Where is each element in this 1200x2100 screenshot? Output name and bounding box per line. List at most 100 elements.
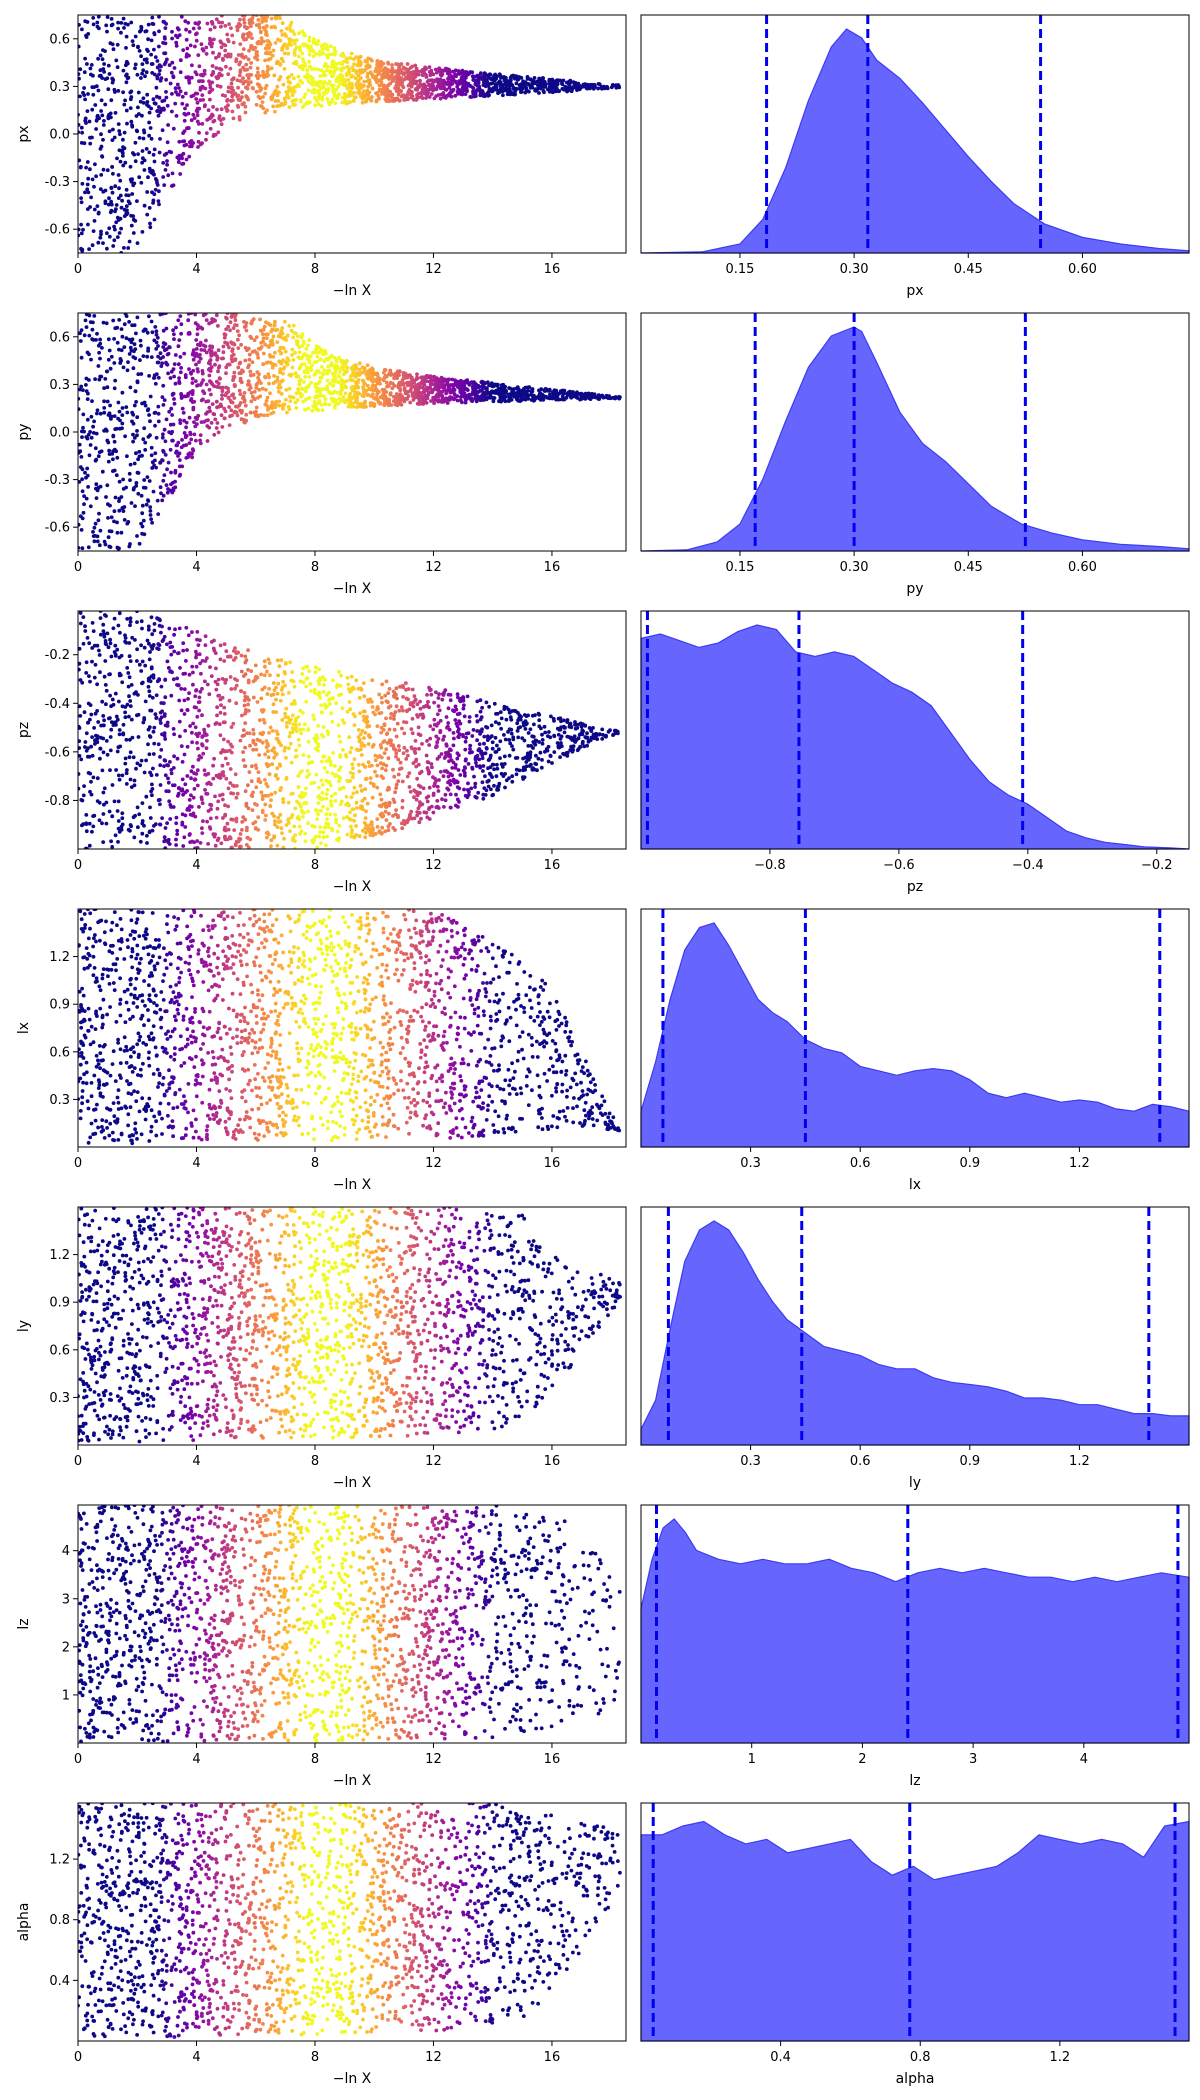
sample-point: [396, 62, 400, 67]
sample-point: [351, 57, 356, 61]
sample-point: [196, 757, 201, 762]
sample-point: [527, 385, 532, 390]
sample-point: [160, 99, 165, 103]
sample-point: [437, 708, 442, 713]
sample-point: [532, 398, 537, 403]
sample-point: [335, 390, 340, 395]
sample-point: [560, 81, 564, 86]
sample-point: [167, 63, 172, 67]
trace-points: [78, 15, 622, 253]
sample-point: [365, 75, 370, 79]
sample-point: [165, 467, 169, 472]
sample-point: [102, 718, 106, 723]
sample-point: [298, 679, 303, 684]
sample-point: [152, 47, 156, 52]
sample-point: [298, 727, 303, 732]
sample-point: [136, 44, 140, 49]
sample-point: [336, 84, 341, 89]
sample-point: [262, 324, 267, 329]
sample-point: [141, 485, 146, 490]
sample-point: [155, 183, 160, 187]
sample-point: [519, 88, 524, 92]
sample-point: [145, 100, 150, 104]
sample-point: [105, 231, 109, 236]
sample-point: [108, 403, 112, 408]
sample-point: [415, 95, 419, 100]
sample-point: [115, 215, 120, 220]
sample-point: [78, 450, 81, 455]
sample-point: [89, 414, 94, 419]
sample-point: [470, 385, 475, 390]
sample-point: [233, 318, 238, 323]
sample-point: [526, 389, 531, 393]
sample-point: [183, 373, 188, 377]
sample-point: [293, 48, 297, 52]
sample-point: [359, 403, 364, 408]
sample-point: [321, 352, 325, 357]
sample-point: [330, 74, 334, 79]
sample-point: [221, 344, 226, 349]
sample-point: [360, 68, 365, 73]
sample-point: [156, 375, 161, 380]
sample-point: [266, 73, 271, 77]
sample-point: [120, 421, 125, 426]
sample-point: [221, 356, 226, 361]
sample-point: [95, 411, 99, 416]
sample-point: [267, 381, 271, 386]
sample-point: [290, 365, 295, 370]
sample-point: [386, 384, 391, 388]
sample-point: [104, 495, 108, 499]
sample-point: [263, 46, 268, 51]
sample-point: [325, 369, 330, 373]
sample-point: [434, 87, 439, 92]
sample-point: [163, 342, 168, 346]
sample-point: [302, 61, 307, 66]
sample-point: [101, 167, 106, 172]
sample-point: [278, 75, 283, 79]
sample-point: [162, 62, 167, 67]
sample-point: [311, 54, 316, 59]
sample-point: [117, 409, 122, 414]
sample-point: [118, 132, 122, 137]
sample-point: [106, 63, 111, 68]
sample-point: [199, 348, 204, 352]
sample-point: [328, 391, 333, 395]
sample-point: [289, 328, 294, 333]
sample-point: [428, 724, 433, 728]
sample-point: [193, 21, 198, 26]
sample-point: [171, 392, 175, 396]
sample-point: [143, 29, 148, 34]
sample-point: [484, 397, 489, 402]
sample-point: [79, 384, 84, 389]
x-tick-label: 0.45: [954, 560, 983, 575]
sample-point: [316, 67, 321, 72]
sample-point: [432, 96, 437, 101]
sample-point: [302, 95, 307, 100]
sample-point: [209, 421, 214, 425]
sample-point: [296, 774, 301, 778]
sample-point: [100, 57, 105, 62]
sample-point: [108, 641, 113, 646]
y-tick-label: 0.0: [49, 128, 70, 143]
sample-point: [79, 246, 83, 251]
y-tick-label: -0.6: [45, 223, 70, 238]
sample-point: [490, 81, 495, 85]
sample-point: [357, 58, 361, 63]
sample-point: [111, 318, 116, 323]
sample-point: [165, 642, 169, 647]
sample-point: [355, 380, 359, 384]
sample-point: [312, 399, 317, 404]
sample-point: [278, 369, 282, 373]
sample-point: [177, 458, 182, 462]
sample-point: [386, 69, 391, 74]
sample-point: [273, 99, 278, 103]
sample-point: [234, 57, 239, 62]
sample-point: [327, 52, 332, 57]
sample-point: [79, 222, 83, 227]
sample-point: [86, 176, 91, 181]
sample-point: [238, 98, 243, 103]
sample-point: [247, 346, 251, 351]
sample-point: [398, 388, 403, 393]
sample-point: [120, 198, 124, 203]
sample-point: [435, 385, 439, 390]
